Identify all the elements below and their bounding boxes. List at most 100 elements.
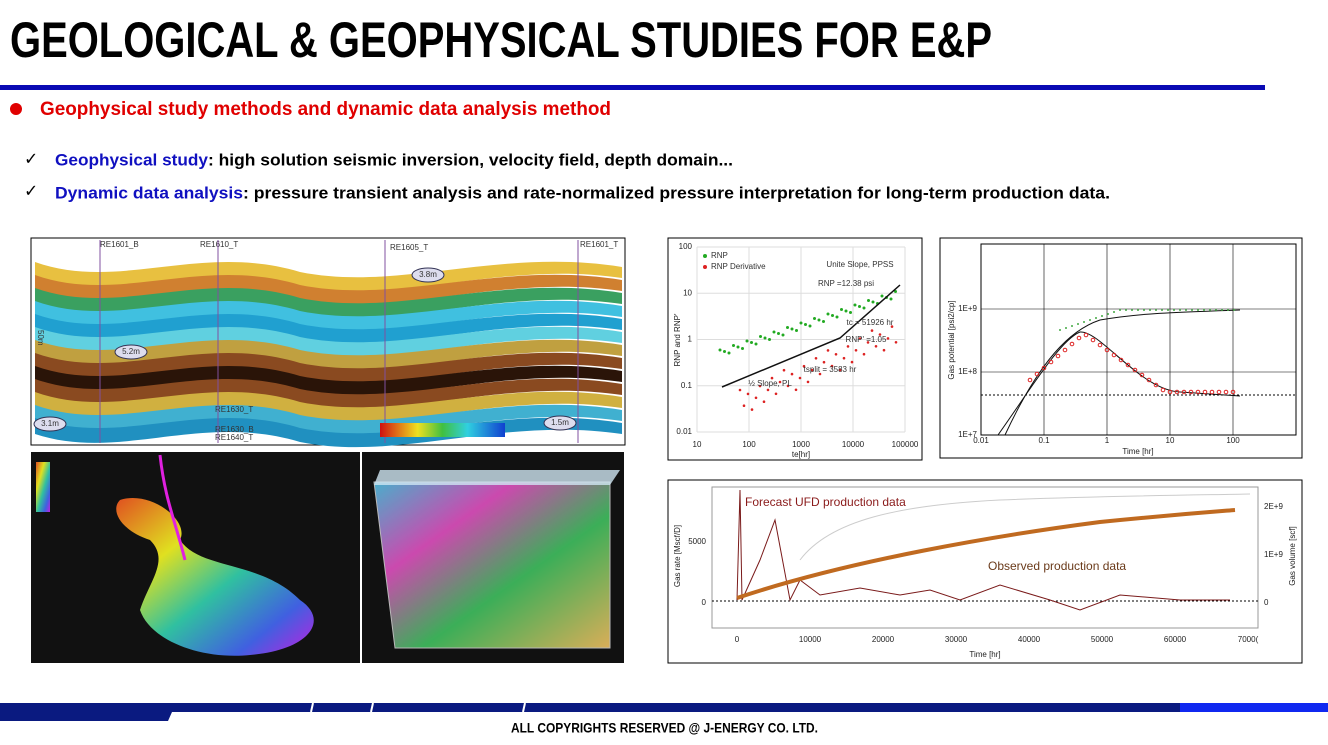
seismic-section: RE1601_B RE1610_T RE1605_T RE1601_T RE1630_T… bbox=[33, 240, 622, 448]
rnp-point bbox=[768, 338, 771, 341]
footer-accent bbox=[1180, 703, 1328, 712]
rnp-point bbox=[813, 317, 816, 320]
legend-dot bbox=[703, 265, 707, 269]
annotation: Forecast UFD production data bbox=[745, 495, 906, 509]
derivative-point bbox=[850, 360, 854, 364]
derivative-point bbox=[1153, 382, 1159, 388]
potential-point bbox=[1191, 309, 1193, 311]
y-tick-label: 100 bbox=[679, 242, 693, 251]
callout bbox=[543, 415, 577, 431]
annotation: Unite Slope, PPSS bbox=[826, 260, 893, 269]
rnp-point bbox=[732, 344, 735, 347]
potential-point bbox=[1167, 309, 1169, 311]
derivative-point bbox=[1027, 377, 1033, 383]
y-tick-label: 5000 bbox=[688, 537, 706, 546]
x-tick-label: 0.01 bbox=[973, 436, 989, 445]
x-tick-label: 40000 bbox=[1018, 635, 1041, 644]
rnp-panel bbox=[667, 237, 923, 461]
y-tick-label: 10 bbox=[683, 288, 692, 297]
rnp-point bbox=[889, 297, 893, 301]
derivative-point bbox=[1223, 389, 1229, 395]
velocity-surface bbox=[116, 498, 314, 656]
derivative-point bbox=[886, 337, 890, 340]
seismic-layer bbox=[35, 352, 622, 383]
derivative-point bbox=[878, 333, 882, 336]
item-label: Dynamic data analysis bbox=[55, 183, 243, 202]
y-tick-label: 1E+9 bbox=[958, 304, 977, 313]
derivative-point bbox=[802, 364, 806, 368]
thickness-label: 1.5m bbox=[551, 418, 569, 427]
potential-point bbox=[1161, 309, 1163, 311]
x-tick-label: 20000 bbox=[872, 635, 895, 644]
derivative-point bbox=[1062, 347, 1068, 353]
x-tick-label: 30000 bbox=[945, 635, 968, 644]
potential-point bbox=[1101, 315, 1103, 317]
x-tick-label: 0 bbox=[735, 635, 740, 644]
derivative-point bbox=[1097, 342, 1103, 348]
derivative-point bbox=[1111, 352, 1117, 358]
rnp-point bbox=[723, 350, 726, 353]
gas-potential-panel bbox=[939, 237, 1303, 459]
potential-point bbox=[1155, 309, 1157, 311]
derivative-point bbox=[1118, 357, 1124, 363]
rnp-point bbox=[804, 323, 807, 326]
y-axis-label: Gas potential [psi2/cp] bbox=[947, 300, 956, 379]
derivative-point bbox=[1160, 387, 1166, 393]
annotation: RNP' =1.05 bbox=[846, 335, 887, 344]
seismic-layer bbox=[35, 300, 622, 331]
derivative-point bbox=[834, 353, 838, 356]
well-label: RE1640_T bbox=[215, 433, 253, 442]
derivative-point bbox=[754, 396, 758, 400]
potential-point bbox=[1131, 309, 1133, 311]
derivative-point bbox=[806, 380, 810, 384]
derivative-point bbox=[1076, 335, 1082, 341]
rnp-point bbox=[727, 351, 731, 355]
derivative-point bbox=[874, 345, 878, 348]
legend-bar bbox=[36, 462, 50, 512]
check-icon: ✓ bbox=[24, 149, 38, 168]
legend-entry: RNP bbox=[711, 251, 728, 260]
potential-point bbox=[1203, 309, 1205, 311]
derivative-point bbox=[838, 368, 842, 372]
y2-tick-label: 1E+9 bbox=[1264, 550, 1283, 559]
derivative-point bbox=[762, 400, 766, 404]
derivative-point bbox=[742, 404, 746, 408]
thickness-label: 3.1m bbox=[41, 419, 59, 428]
rnp-point bbox=[786, 326, 789, 329]
copyright: ALL COPYRIGHTS RESERVED @ J-ENERGY CO. L… bbox=[511, 720, 818, 736]
derivative-point bbox=[798, 376, 802, 380]
derivative-point bbox=[894, 341, 898, 344]
seismic-layer bbox=[35, 261, 622, 292]
rnp-point bbox=[853, 303, 857, 307]
rnp-point bbox=[754, 342, 758, 346]
derivative-point bbox=[870, 329, 874, 332]
production-panel bbox=[667, 479, 1303, 664]
potential-point bbox=[1095, 317, 1097, 319]
derivative-point bbox=[1090, 337, 1096, 343]
potential-point bbox=[1215, 309, 1217, 311]
footer-band bbox=[0, 703, 1328, 721]
derivative-point bbox=[1146, 377, 1152, 383]
x-tick-label: 10000 bbox=[842, 440, 865, 449]
seismic-layer bbox=[35, 339, 622, 370]
potential-point bbox=[1071, 325, 1073, 327]
derivative-point bbox=[862, 352, 866, 356]
derivative-point bbox=[1139, 372, 1145, 378]
seismic-layer bbox=[35, 378, 622, 409]
title-rule bbox=[0, 85, 1265, 90]
rnp-point bbox=[858, 305, 861, 308]
thickness-label: 5.2m bbox=[122, 347, 140, 356]
x-tick-label: 10000 bbox=[799, 635, 822, 644]
rnp-point bbox=[790, 327, 794, 331]
seismic-cube bbox=[373, 481, 611, 649]
potential-point bbox=[1119, 309, 1121, 311]
derivative-point bbox=[794, 388, 798, 392]
seismic-layer bbox=[35, 404, 622, 435]
annotation: tsplit = 3583 hr bbox=[804, 365, 857, 374]
rnp-point bbox=[826, 312, 830, 316]
derivative-point bbox=[774, 392, 778, 396]
derivative-point bbox=[890, 325, 894, 328]
derivative-point bbox=[866, 341, 870, 344]
rnp-point bbox=[759, 335, 762, 338]
